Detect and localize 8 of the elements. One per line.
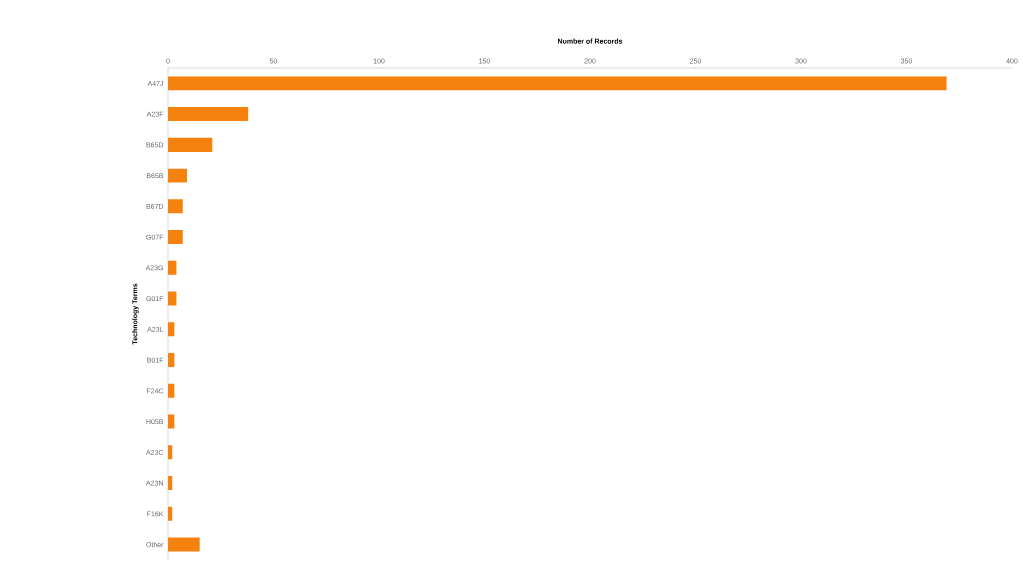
bar	[168, 199, 183, 214]
bar	[168, 230, 183, 245]
bar	[168, 137, 213, 152]
bar	[168, 76, 947, 91]
bar	[168, 107, 249, 122]
bar	[168, 291, 177, 306]
bar	[168, 168, 187, 183]
bar	[168, 537, 200, 552]
